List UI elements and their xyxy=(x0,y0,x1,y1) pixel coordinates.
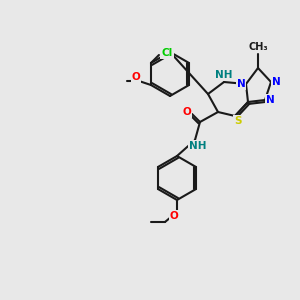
Text: Cl: Cl xyxy=(161,48,172,58)
Text: O: O xyxy=(183,107,191,117)
Text: N: N xyxy=(272,77,280,87)
Text: NH: NH xyxy=(189,141,207,151)
Text: NH: NH xyxy=(215,70,233,80)
Text: O: O xyxy=(132,72,140,82)
Text: CH₃: CH₃ xyxy=(248,42,268,52)
Text: N: N xyxy=(237,79,245,89)
Text: O: O xyxy=(169,211,178,221)
Text: N: N xyxy=(266,95,274,105)
Text: S: S xyxy=(234,116,242,126)
